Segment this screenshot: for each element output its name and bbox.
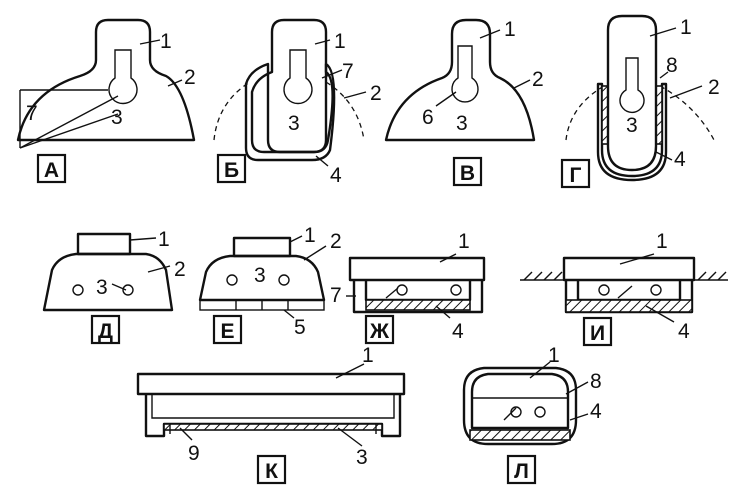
panel-d: 1 2 3 Д — [42, 228, 186, 345]
panel-v-label-6: 6 — [422, 106, 434, 129]
panel-l-label-8: 8 — [590, 370, 602, 393]
panel-b-label-3: 3 — [288, 112, 300, 135]
panel-e-tag: Е — [220, 320, 234, 343]
panel-l-label-1: 1 — [548, 344, 560, 367]
panel-g-label-8: 8 — [666, 54, 678, 77]
panel-a-tag-box — [36, 153, 67, 184]
panel-i-label-4: 4 — [678, 320, 690, 343]
panel-g-wrap — [596, 82, 668, 182]
panel-k-label-1: 1 — [362, 344, 374, 367]
panel-b-keyhole — [283, 49, 313, 105]
panel-g-label-3: 3 — [626, 114, 638, 137]
panel-zh-label-1: 1 — [458, 230, 470, 253]
panel-i-tag-box — [582, 316, 613, 347]
panel-a: 1 2 3 7 А — [16, 18, 196, 184]
panel-k-label-3: 3 — [356, 446, 368, 469]
panel-zh-tag-box — [364, 314, 395, 345]
panel-b: 1 7 2 3 4 Б — [213, 18, 382, 187]
panel-d-electrode — [76, 232, 132, 256]
panel-d-holder — [42, 252, 174, 312]
panel-d-tag: Д — [98, 320, 113, 343]
panel-zh-tag: Ж — [369, 320, 390, 343]
panel-zh-electrode — [348, 256, 486, 282]
panel-g-label-1: 1 — [680, 16, 692, 39]
panel-b-tag: Б — [224, 159, 239, 182]
panel-l-label-4: 4 — [590, 400, 602, 423]
panel-b-label-7: 7 — [342, 60, 354, 83]
panel-k-label-9: 9 — [188, 442, 200, 465]
panel-a-holder — [16, 18, 196, 142]
panel-b-label-4: 4 — [330, 164, 342, 187]
panel-a-keyhole — [108, 49, 138, 105]
panel-g-holder — [606, 14, 658, 172]
panel-l-wrap — [462, 366, 578, 446]
panel-v-tag-box — [452, 156, 483, 187]
panel-i-electrode — [562, 256, 696, 282]
panel-g-tag-box — [560, 158, 591, 189]
panel-zh-label-4: 4 — [452, 320, 464, 343]
panel-i-label-1: 1 — [656, 230, 668, 253]
panel-e-label-3: 3 — [254, 264, 266, 287]
panel-v-label-3: 3 — [456, 112, 468, 135]
panel-g-label-4: 4 — [674, 148, 686, 171]
panel-b-holder — [250, 18, 334, 154]
panel-e: 1 2 3 5 Е — [198, 224, 342, 345]
panel-d-label-3: 3 — [96, 276, 108, 299]
panel-v-label-2: 2 — [532, 68, 544, 91]
panel-i-tag: И — [590, 322, 605, 345]
panel-e-electrode — [232, 236, 292, 258]
panel-a-label-1: 1 — [160, 30, 172, 53]
panel-g-keyhole — [619, 57, 645, 114]
panel-g-label-2: 2 — [708, 76, 720, 99]
panel-d-tag-box — [90, 314, 121, 345]
panel-d-label-2: 2 — [174, 258, 186, 281]
panel-v-tag: В — [460, 162, 475, 185]
panel-v-holder — [384, 18, 536, 142]
panel-v-label-1: 1 — [504, 18, 516, 41]
panel-v-keyhole — [451, 45, 479, 103]
panel-a-label-2: 2 — [184, 66, 196, 89]
panel-g-tag: Г — [570, 164, 582, 187]
panel-e-holder — [198, 254, 326, 302]
panel-e-label-2: 2 — [330, 230, 342, 253]
panel-l-tag: Л — [514, 460, 529, 483]
panel-d-label-1: 1 — [158, 228, 170, 251]
panel-v: 1 2 6 3 В — [384, 18, 544, 187]
panel-a-label-7: 7 — [26, 102, 38, 125]
panel-b-label-1: 1 — [334, 30, 346, 53]
panel-l-electrode — [470, 372, 570, 430]
panel-b-label-2: 2 — [370, 82, 382, 105]
panel-b-tag-box — [216, 153, 247, 184]
panel-a-label-3: 3 — [111, 106, 123, 129]
panel-e-tag-box — [212, 314, 243, 345]
panel-k: 1 9 3 К — [136, 344, 406, 485]
panel-e-label-1: 1 — [304, 224, 316, 247]
panel-l-tag-box — [506, 454, 537, 485]
panel-e-label-5: 5 — [294, 316, 306, 339]
panel-k-electrode — [136, 372, 406, 396]
panel-g: 1 8 2 3 4 Г — [560, 14, 720, 189]
panel-zh: 1 7 4 Ж — [330, 230, 486, 345]
panel-a-tag: А — [44, 159, 59, 182]
panel-l: 1 8 4 Л — [462, 344, 602, 485]
panel-k-tag: К — [265, 460, 278, 483]
panel-zh-label-7: 7 — [330, 284, 342, 307]
panel-k-tag-box — [256, 454, 287, 485]
panel-i: 1 4 И — [520, 230, 728, 347]
